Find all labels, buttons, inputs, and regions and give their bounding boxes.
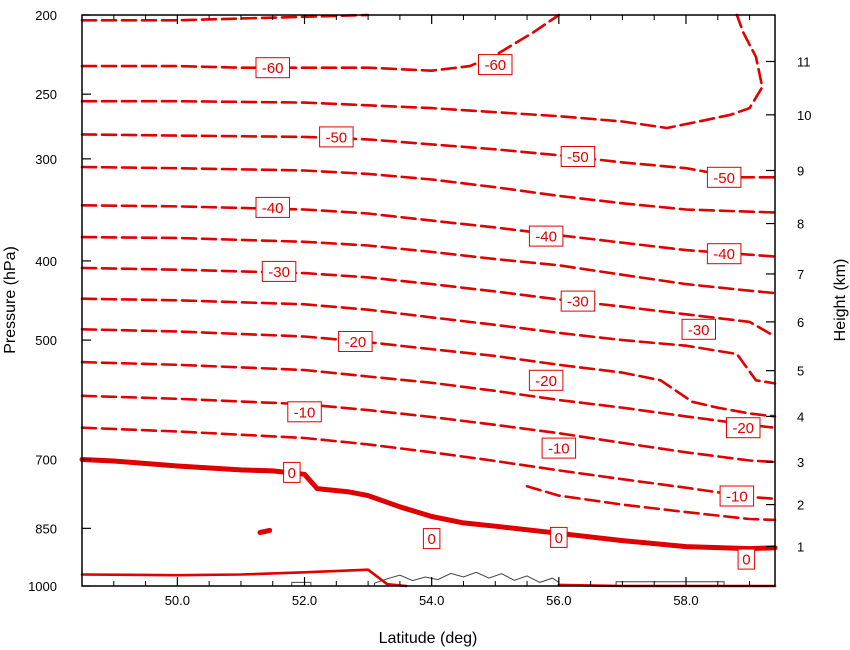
y-tick-label: 850 bbox=[35, 521, 57, 536]
contour-line-minus30-7 bbox=[80, 266, 777, 338]
contour-label-4: -50 bbox=[706, 166, 742, 188]
y2-tick-label: 4 bbox=[797, 409, 804, 424]
contour-line-minus10-11 bbox=[80, 394, 777, 464]
y2-axis-title: Height (km) bbox=[832, 259, 849, 342]
y-axis-ticks: 200 250 300 400 500 700 850 1000 bbox=[28, 8, 91, 594]
y2-axis-ticks: 1 2 3 4 5 6 7 8 9 10 11 bbox=[766, 54, 811, 555]
contour-label-text: 0 bbox=[288, 465, 296, 482]
contour-line-minus60-0 bbox=[80, 13, 370, 22]
contour-line-0-14 bbox=[79, 457, 778, 552]
contour-line-minus20-10 bbox=[80, 360, 777, 430]
contour-label-text: -10 bbox=[548, 441, 570, 458]
x-tick-label: 50.0 bbox=[165, 593, 190, 608]
x-tick-label: 56.0 bbox=[546, 593, 571, 608]
contour-label-text: -40 bbox=[713, 246, 735, 263]
y2-tick-label: 7 bbox=[797, 267, 804, 282]
contour-label-text: -10 bbox=[726, 489, 748, 506]
contour-label-14: -10 bbox=[287, 401, 322, 423]
terrain-profile bbox=[291, 571, 725, 587]
contour-label-text: -60 bbox=[262, 60, 284, 77]
contour-label-text: 0 bbox=[742, 552, 750, 569]
contour-label-15: -10 bbox=[541, 437, 577, 459]
contour-line-unlabeled-13 bbox=[525, 484, 777, 522]
contour-label-text: -30 bbox=[688, 322, 710, 339]
contour-label-7: -40 bbox=[706, 243, 742, 265]
contour-label-6: -40 bbox=[528, 225, 564, 247]
y-tick-label: 1000 bbox=[28, 579, 57, 594]
contour-line-unlabeled-2 bbox=[80, 13, 764, 130]
contour-label-9: -30 bbox=[560, 290, 596, 312]
x-tick-label: 52.0 bbox=[292, 593, 317, 608]
contour-line-minus10-12 bbox=[80, 426, 777, 501]
contour-line-minus40-5 bbox=[80, 204, 777, 258]
contour-label-text: -50 bbox=[567, 149, 589, 166]
x-axis-ticks: 50.0 52.0 54.0 56.0 58.0 bbox=[81, 15, 751, 608]
contour-label-text: -30 bbox=[567, 294, 589, 311]
contour-label-text: -30 bbox=[268, 264, 290, 281]
y2-tick-label: 1 bbox=[797, 540, 804, 555]
contour-label-5: -40 bbox=[255, 196, 290, 218]
y-tick-label: 250 bbox=[35, 87, 57, 102]
y-tick-label: 400 bbox=[35, 254, 57, 269]
contour-line-unlabeled-16 bbox=[80, 568, 408, 588]
contour-label-11: -20 bbox=[338, 331, 373, 352]
contour-label-text: 0 bbox=[428, 531, 436, 548]
y2-tick-label: 10 bbox=[797, 108, 811, 123]
y-axis-title: Pressure (hPa) bbox=[2, 246, 19, 354]
y2-tick-label: 6 bbox=[797, 315, 804, 330]
contour-label-text: -50 bbox=[325, 129, 347, 146]
x-axis-title: Latitude (deg) bbox=[379, 630, 478, 647]
y-tick-label: 500 bbox=[35, 333, 57, 348]
plot-frame bbox=[81, 14, 776, 587]
contour-label-17: 0 bbox=[283, 461, 301, 483]
y2-tick-label: 5 bbox=[797, 364, 804, 379]
contour-label-18: 0 bbox=[422, 528, 441, 550]
contour-line-minus20-9 bbox=[80, 327, 777, 418]
contour-label-text: -60 bbox=[484, 57, 506, 74]
y2-tick-label: 9 bbox=[797, 163, 804, 178]
contour-label-2: -50 bbox=[319, 126, 354, 148]
contour-line-minus30-8 bbox=[80, 297, 777, 385]
contour-label-13: -20 bbox=[726, 417, 761, 439]
y2-tick-label: 8 bbox=[797, 217, 804, 232]
contour-label-8: -30 bbox=[261, 260, 297, 282]
x-tick-label: 54.0 bbox=[419, 593, 444, 608]
contour-label-3: -50 bbox=[560, 146, 596, 167]
y-tick-label: 300 bbox=[35, 152, 57, 167]
y2-tick-label: 2 bbox=[797, 498, 804, 513]
contour-label-12: -20 bbox=[528, 369, 564, 391]
contour-label-text: -40 bbox=[535, 229, 557, 246]
contour-labels: -60 -60 -50 -50 -50 -40 -40 -40 -30 -30 -30 -20 -20 -… bbox=[255, 54, 761, 570]
contour-line-unlabeled-15 bbox=[257, 527, 273, 535]
contour-label-1: -60 bbox=[478, 54, 513, 76]
y-tick-label: 200 bbox=[35, 8, 57, 23]
contour-line-minus50-3 bbox=[80, 133, 777, 179]
contour-label-text: -10 bbox=[294, 404, 316, 421]
temperature-contours bbox=[79, 13, 778, 588]
contour-label-text: -50 bbox=[713, 170, 735, 187]
contour-label-text: 0 bbox=[555, 530, 563, 547]
x-tick-label: 58.0 bbox=[673, 593, 698, 608]
contour-label-text: -20 bbox=[732, 420, 754, 437]
contour-line-minus50-4 bbox=[80, 165, 777, 214]
contour-label-20: 0 bbox=[737, 548, 756, 570]
contour-label-19: 0 bbox=[550, 526, 568, 548]
contour-line-minus60-1 bbox=[80, 13, 561, 72]
contour-label-text: -20 bbox=[535, 373, 557, 390]
y-tick-label: 700 bbox=[35, 452, 57, 467]
y2-tick-label: 3 bbox=[797, 455, 804, 470]
contour-label-10: -30 bbox=[681, 318, 716, 340]
y2-tick-label: 11 bbox=[797, 54, 811, 69]
contour-line-minus40-6 bbox=[80, 235, 777, 295]
terrain-line bbox=[291, 571, 725, 587]
contour-label-0: -60 bbox=[255, 57, 290, 79]
contour-label-text: -20 bbox=[345, 334, 367, 351]
contour-label-16: -10 bbox=[719, 485, 755, 507]
contour-label-text: -40 bbox=[262, 200, 284, 217]
